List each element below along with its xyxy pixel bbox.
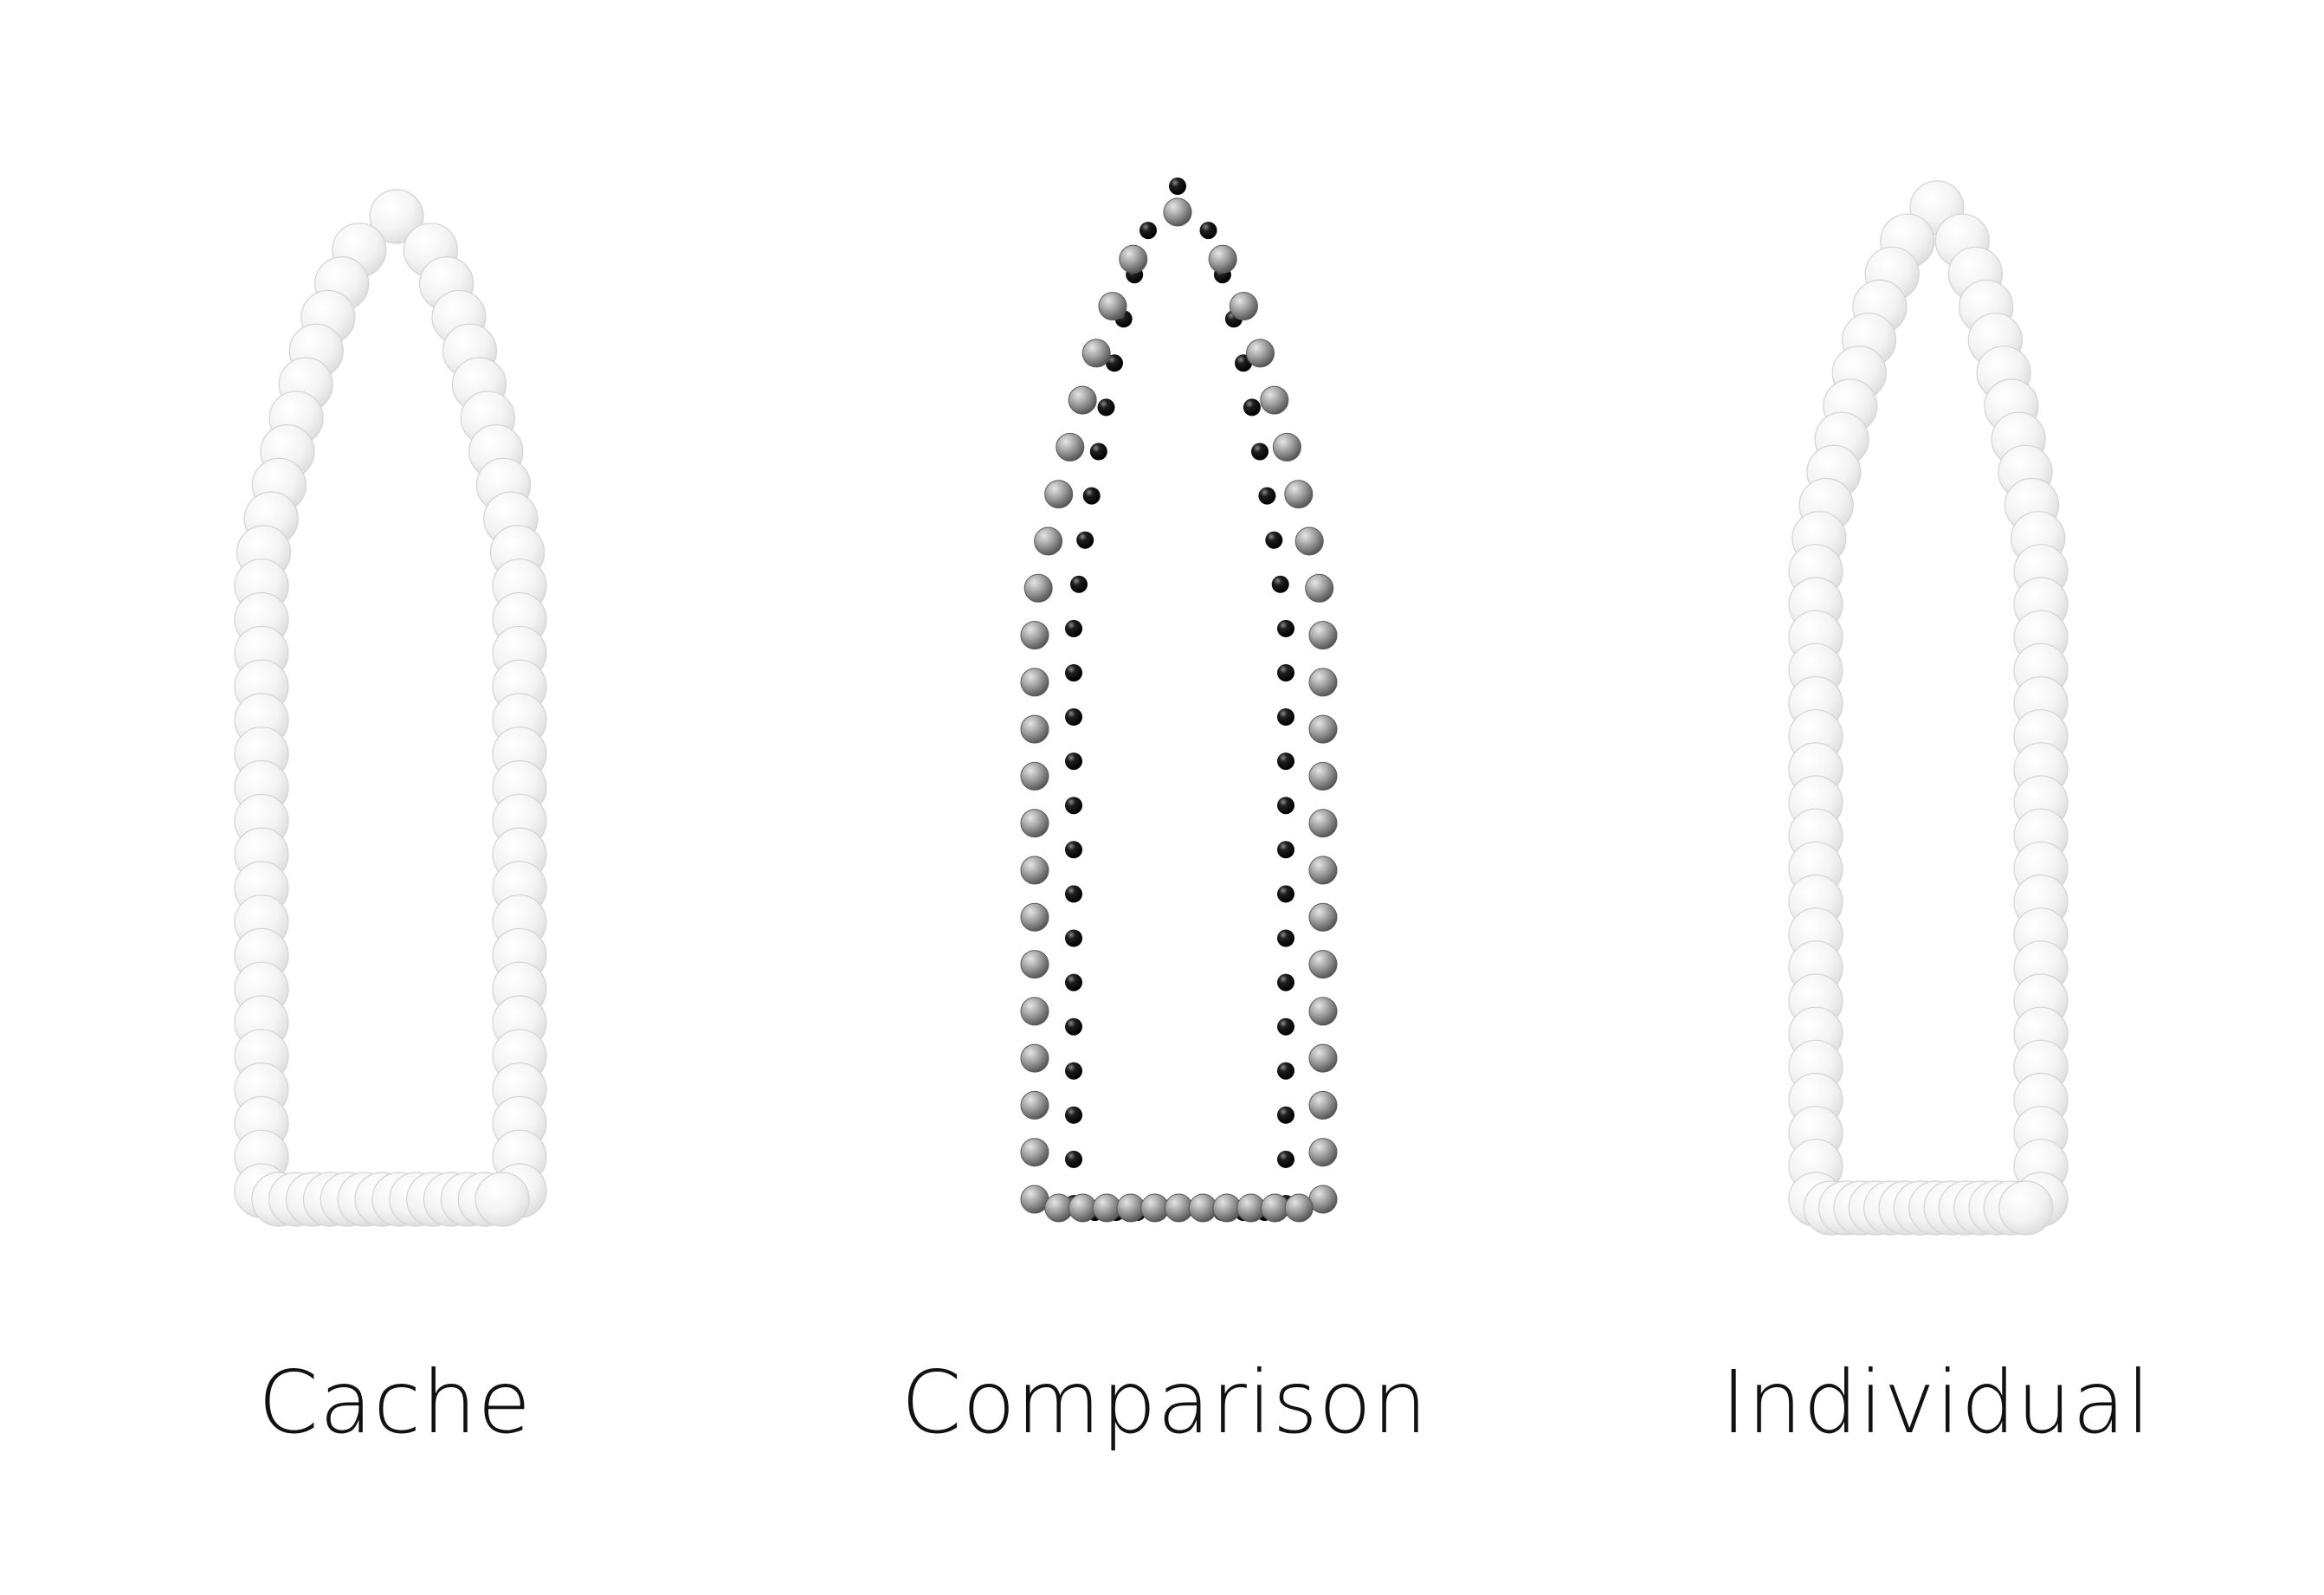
gray-bead <box>1308 809 1338 838</box>
dark-bead <box>1265 531 1283 549</box>
gray-bead <box>1119 244 1148 274</box>
dark-bead <box>1089 442 1107 461</box>
dark-bead <box>1065 752 1082 771</box>
gray-bead <box>1308 761 1338 791</box>
gray-bead <box>1308 714 1338 744</box>
dark-bead <box>1097 398 1115 417</box>
gray-bead <box>1116 1193 1146 1223</box>
gray-bead <box>1261 1193 1289 1223</box>
gray-bead <box>1229 292 1258 321</box>
gray-bead <box>1308 856 1338 885</box>
gray-bead <box>1020 1138 1049 1167</box>
light-bead <box>474 1172 530 1227</box>
gray-bead <box>1260 385 1289 415</box>
gray-bead <box>1308 1138 1338 1167</box>
gray-bead <box>1308 668 1338 697</box>
gray-bead <box>1163 197 1192 227</box>
dark-bead <box>1082 487 1101 505</box>
dark-bead <box>1065 708 1082 726</box>
dark-bead <box>1139 222 1157 240</box>
gray-bead <box>1098 292 1127 321</box>
dark-bead <box>1065 841 1082 859</box>
dark-bead <box>1065 797 1082 815</box>
gray-bead <box>1308 902 1338 932</box>
gray-bead <box>1044 480 1074 509</box>
dark-bead <box>1065 619 1082 637</box>
dark-bead <box>1277 841 1294 859</box>
dark-bead <box>1251 442 1269 461</box>
dark-bead <box>1277 1150 1294 1168</box>
gray-bead <box>1272 432 1301 462</box>
dark-bead <box>1199 222 1217 240</box>
gray-bead <box>1020 809 1049 838</box>
dark-bead <box>1277 1062 1294 1080</box>
dark-bead <box>1065 973 1082 991</box>
gray-bead <box>1308 621 1338 650</box>
gray-bead <box>1294 526 1324 556</box>
dark-bead <box>1277 885 1294 903</box>
gray-bead <box>1020 668 1049 697</box>
comparison-bead-ring <box>1020 178 1338 1223</box>
gray-bead <box>1284 1193 1314 1223</box>
gray-bead <box>1308 1185 1338 1214</box>
dark-bead <box>1277 619 1294 637</box>
gray-bead <box>1020 714 1049 744</box>
gray-bead <box>1055 432 1085 462</box>
gray-bead <box>1165 1193 1193 1223</box>
gray-bead <box>1068 1193 1097 1223</box>
gray-bead <box>1208 244 1237 274</box>
panel-label-cache: Cache <box>258 1352 532 1453</box>
gray-bead <box>1020 1185 1049 1214</box>
light-bead <box>1998 1180 2054 1236</box>
dark-bead <box>1065 1106 1082 1124</box>
cache-bead-ring <box>234 189 547 1227</box>
gray-bead <box>1068 385 1097 415</box>
dark-bead <box>1271 575 1289 593</box>
dark-bead <box>1169 178 1186 195</box>
gray-bead <box>1308 997 1338 1026</box>
gray-bead <box>1020 950 1049 979</box>
dark-bead <box>1065 1062 1082 1080</box>
dark-bead <box>1277 973 1294 991</box>
dark-bead <box>1106 354 1123 372</box>
dark-bead <box>1070 575 1088 593</box>
gray-bead <box>1020 621 1049 650</box>
gray-bead <box>1020 902 1049 932</box>
dark-bead <box>1258 487 1276 505</box>
dark-bead <box>1065 885 1082 903</box>
panel-label-individual: Individual <box>1720 1352 2152 1453</box>
dark-bead <box>1076 531 1094 549</box>
gray-bead <box>1308 1043 1338 1073</box>
gray-bead <box>1020 1043 1049 1073</box>
dark-bead <box>1065 929 1082 947</box>
dark-bead <box>1277 752 1294 771</box>
dark-bead <box>1277 929 1294 947</box>
gray-bead <box>1081 339 1111 368</box>
gray-bead <box>1308 950 1338 979</box>
gray-bead <box>1308 1090 1338 1120</box>
gray-bead <box>1284 480 1314 509</box>
dark-bead <box>1065 664 1082 681</box>
panel-label-comparison: Comparison <box>901 1352 1429 1453</box>
gray-bead <box>1246 339 1275 368</box>
dark-bead <box>1277 1106 1294 1124</box>
gray-bead <box>1305 573 1334 603</box>
gray-bead <box>1020 761 1049 791</box>
gray-bead <box>1023 573 1053 603</box>
dark-bead <box>1277 1017 1294 1036</box>
individual-bead-ring <box>1788 180 2069 1236</box>
dark-bead <box>1277 797 1294 815</box>
gray-bead <box>1020 1090 1049 1120</box>
gray-bead <box>1020 856 1049 885</box>
dark-bead <box>1065 1017 1082 1036</box>
gray-bead <box>1212 1193 1242 1223</box>
light-bead <box>369 189 424 244</box>
dark-bead <box>1243 398 1261 417</box>
gray-bead <box>1034 526 1063 556</box>
dark-bead <box>1277 664 1294 681</box>
dark-bead <box>1277 708 1294 726</box>
gray-bead <box>1020 997 1049 1026</box>
dark-bead <box>1065 1150 1082 1168</box>
